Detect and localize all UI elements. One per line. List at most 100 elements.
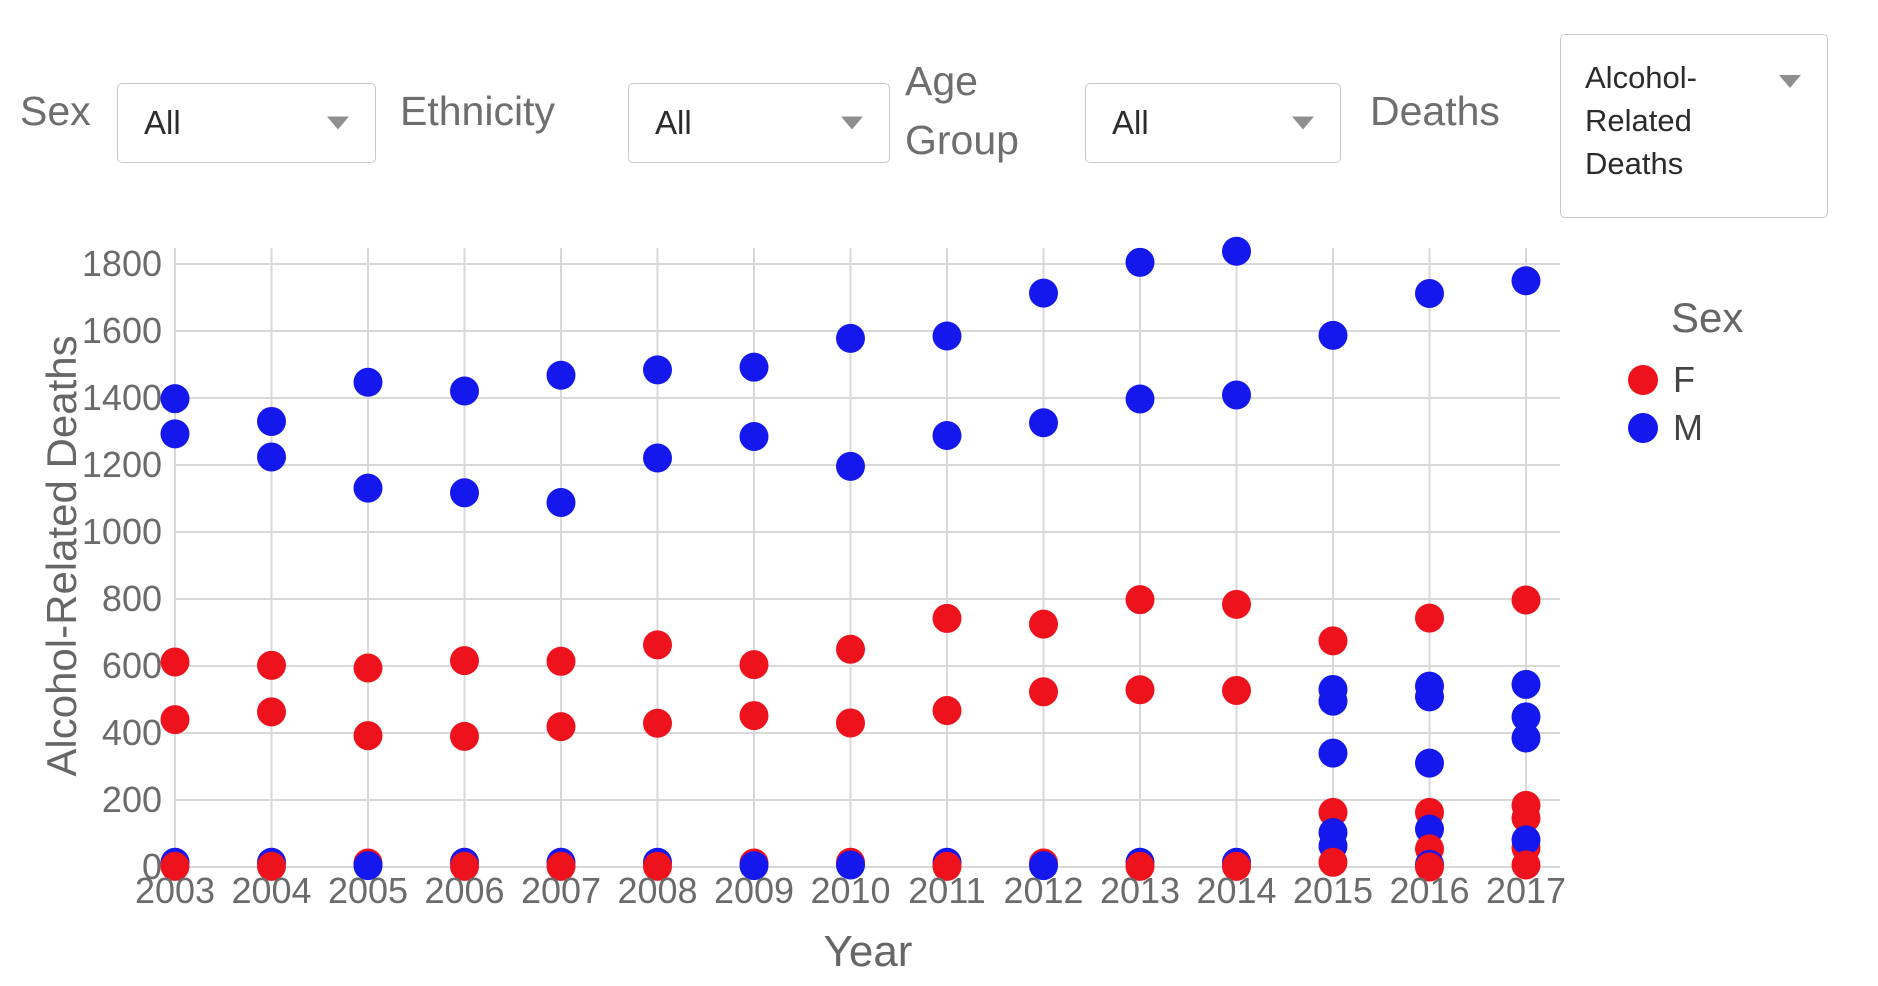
legend-marker-f[interactable] xyxy=(1628,365,1658,395)
data-point-m[interactable] xyxy=(739,851,769,881)
data-point-m[interactable] xyxy=(836,323,865,353)
sex-filter-select[interactable]: All xyxy=(117,83,376,163)
ethnicity-filter-label: Ethnicity xyxy=(400,88,555,134)
data-point-f[interactable] xyxy=(739,650,769,680)
data-point-m[interactable] xyxy=(353,851,383,881)
data-point-f[interactable] xyxy=(1125,675,1155,705)
data-point-f[interactable] xyxy=(1415,852,1444,882)
data-point-m[interactable] xyxy=(546,488,576,518)
data-point-f[interactable] xyxy=(257,650,286,680)
data-point-m[interactable] xyxy=(932,421,962,451)
data-point-f[interactable] xyxy=(1125,851,1155,881)
data-point-m[interactable] xyxy=(932,321,962,351)
data-point-f[interactable] xyxy=(643,708,672,738)
data-point-f[interactable] xyxy=(932,851,962,881)
data-point-f[interactable] xyxy=(160,851,190,881)
data-point-f[interactable] xyxy=(257,697,286,727)
data-point-m[interactable] xyxy=(450,478,479,508)
data-point-f[interactable] xyxy=(1511,850,1541,880)
data-point-m[interactable] xyxy=(546,360,576,390)
age-group-filter-label: Age Group xyxy=(905,58,1019,164)
data-point-f[interactable] xyxy=(353,721,383,751)
data-point-m[interactable] xyxy=(1415,682,1444,712)
data-point-f[interactable] xyxy=(1222,675,1251,705)
data-point-m[interactable] xyxy=(643,355,672,385)
data-point-f[interactable] xyxy=(1318,797,1348,827)
data-point-m[interactable] xyxy=(257,406,286,436)
data-point-f[interactable] xyxy=(1222,851,1251,881)
data-point-f[interactable] xyxy=(546,712,576,742)
data-point-m[interactable] xyxy=(257,442,286,472)
data-point-f[interactable] xyxy=(1029,609,1058,639)
x-tick-label: 2009 xyxy=(714,870,794,911)
data-point-f[interactable] xyxy=(1125,585,1155,615)
data-point-m[interactable] xyxy=(160,419,190,449)
age-group-filter-select[interactable]: All xyxy=(1085,83,1341,163)
data-point-f[interactable] xyxy=(450,646,479,676)
data-point-f[interactable] xyxy=(257,851,286,881)
data-point-f[interactable] xyxy=(932,603,962,633)
data-point-f[interactable] xyxy=(546,851,576,881)
data-point-m[interactable] xyxy=(353,367,383,397)
data-point-f[interactable] xyxy=(160,705,190,735)
data-point-f[interactable] xyxy=(160,647,190,677)
legend-label-m[interactable]: M xyxy=(1673,407,1703,448)
data-point-m[interactable] xyxy=(1511,825,1541,855)
y-tick-label: 1800 xyxy=(82,243,162,284)
data-point-m[interactable] xyxy=(1415,748,1444,778)
deaths-filter-select[interactable]: Alcohol-Related Deaths xyxy=(1560,34,1828,218)
chevron-down-icon xyxy=(841,116,863,130)
y-tick-label: 400 xyxy=(102,712,162,753)
data-point-m[interactable] xyxy=(1318,686,1348,716)
legend-title: Sex xyxy=(1671,294,1743,341)
data-point-m[interactable] xyxy=(836,850,865,880)
data-point-m[interactable] xyxy=(353,473,383,503)
data-point-m[interactable] xyxy=(1318,320,1348,350)
data-point-f[interactable] xyxy=(1318,847,1348,877)
data-point-f[interactable] xyxy=(836,708,865,738)
data-point-m[interactable] xyxy=(836,451,865,481)
ethnicity-filter-value: All xyxy=(655,104,692,141)
y-axis-title: Alcohol-Related Deaths xyxy=(38,335,85,776)
data-point-m[interactable] xyxy=(1511,723,1541,753)
data-point-f[interactable] xyxy=(1415,603,1444,633)
data-point-f[interactable] xyxy=(450,851,479,881)
data-point-m[interactable] xyxy=(160,384,190,414)
data-point-m[interactable] xyxy=(1318,738,1348,768)
y-tick-label: 600 xyxy=(102,645,162,686)
data-point-m[interactable] xyxy=(1029,408,1058,438)
data-point-f[interactable] xyxy=(643,630,672,660)
legend-marker-m[interactable] xyxy=(1628,413,1658,443)
data-point-f[interactable] xyxy=(1318,626,1348,656)
data-point-m[interactable] xyxy=(1511,702,1541,732)
x-tick-label: 2017 xyxy=(1486,870,1566,911)
data-point-m[interactable] xyxy=(450,376,479,406)
data-point-m[interactable] xyxy=(739,422,769,452)
legend-label-f[interactable]: F xyxy=(1673,359,1695,400)
data-point-m[interactable] xyxy=(1222,380,1251,410)
data-point-f[interactable] xyxy=(1222,589,1251,619)
data-point-f[interactable] xyxy=(932,696,962,726)
data-point-m[interactable] xyxy=(1029,851,1058,881)
data-point-m[interactable] xyxy=(1511,669,1541,699)
data-point-m[interactable] xyxy=(1125,247,1155,277)
data-point-f[interactable] xyxy=(739,701,769,731)
data-point-f[interactable] xyxy=(643,851,672,881)
data-point-m[interactable] xyxy=(1415,278,1444,308)
data-point-m[interactable] xyxy=(739,352,769,382)
ethnicity-filter-select[interactable]: All xyxy=(628,83,890,163)
data-point-m[interactable] xyxy=(643,443,672,473)
data-point-m[interactable] xyxy=(1029,278,1058,308)
data-point-f[interactable] xyxy=(1029,677,1058,707)
data-point-f[interactable] xyxy=(1511,585,1541,615)
data-point-f[interactable] xyxy=(546,646,576,676)
data-point-m[interactable] xyxy=(1125,384,1155,414)
data-point-f[interactable] xyxy=(353,653,383,683)
data-point-f[interactable] xyxy=(836,634,865,664)
data-point-f[interactable] xyxy=(1511,803,1541,833)
data-point-m[interactable] xyxy=(1222,236,1251,266)
data-point-f[interactable] xyxy=(450,721,479,751)
data-point-m[interactable] xyxy=(1511,266,1541,296)
age-group-filter-value: All xyxy=(1112,104,1149,141)
